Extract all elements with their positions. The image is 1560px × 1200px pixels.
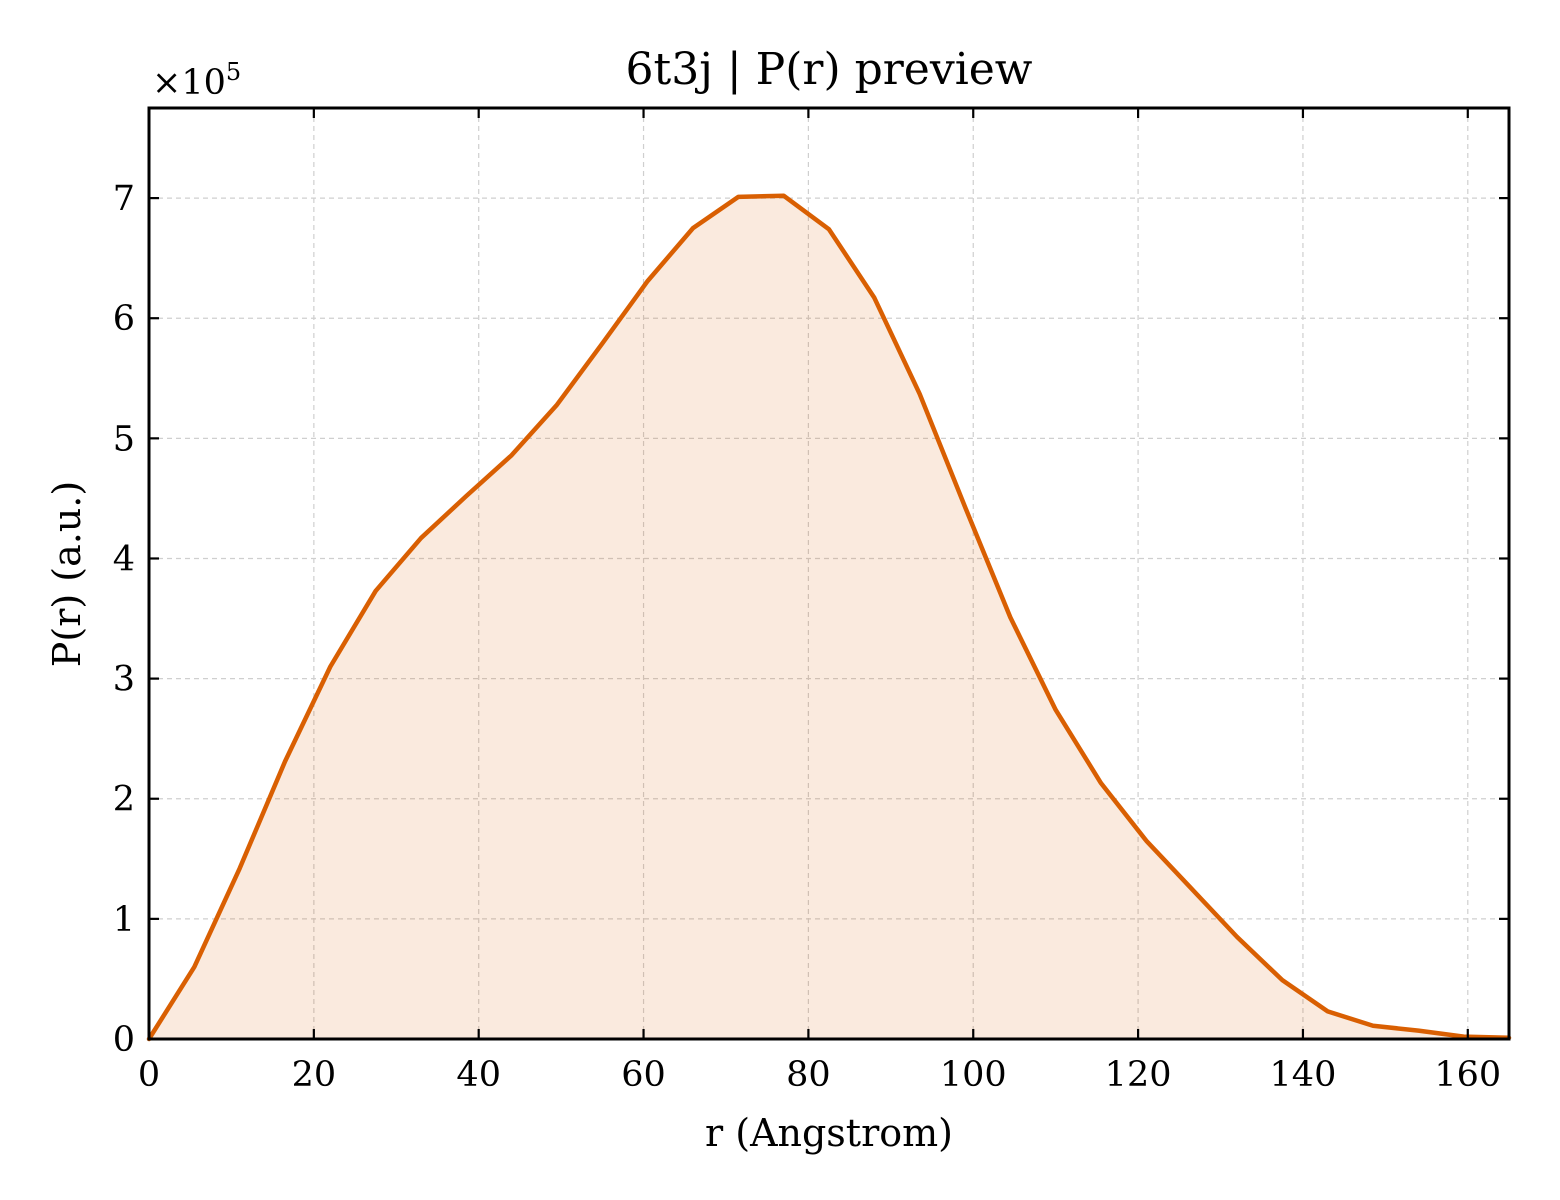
y-tick-label: 4	[113, 539, 135, 579]
plot-frame	[147, 106, 1511, 1041]
y-tick-label: 2	[113, 780, 135, 820]
y-tick-label: 3	[113, 660, 135, 700]
x-tick-label: 160	[1434, 1055, 1501, 1095]
series-area-fill	[149, 195, 1509, 1039]
y-tick-label: 0	[113, 1020, 135, 1060]
x-tick-label: 40	[456, 1055, 501, 1095]
series-line-layer	[146, 193, 1512, 1042]
y-offset-label: ×105	[152, 58, 241, 103]
series-line	[146, 193, 1512, 1042]
x-tick-label: 0	[138, 1055, 160, 1095]
y-tick-label: 1	[113, 900, 135, 940]
x-tick-label: 20	[292, 1055, 337, 1095]
x-tick-label: 120	[1105, 1055, 1172, 1095]
x-tick-label: 100	[940, 1055, 1007, 1095]
y-tick-label: 6	[113, 299, 135, 339]
y-axis-label: P(r) (a.u.)	[45, 481, 89, 667]
y-tick-label: 5	[113, 419, 135, 459]
chart-title: 6t3j | P(r) preview	[626, 44, 1033, 95]
x-axis-ticks: 0 20 40 60 80 100 120 140 160	[138, 108, 1501, 1095]
x-axis-label: r (Angstrom)	[705, 1111, 953, 1155]
grid-lines	[149, 108, 1509, 1039]
x-tick-label: 60	[621, 1055, 666, 1095]
y-axis-ticks: 0 1 2 3 4 5 6 7	[113, 179, 1509, 1060]
x-tick-label: 80	[786, 1055, 831, 1095]
x-tick-label: 140	[1270, 1055, 1337, 1095]
y-tick-label: 7	[113, 179, 135, 219]
area-fill-layer	[149, 195, 1509, 1039]
